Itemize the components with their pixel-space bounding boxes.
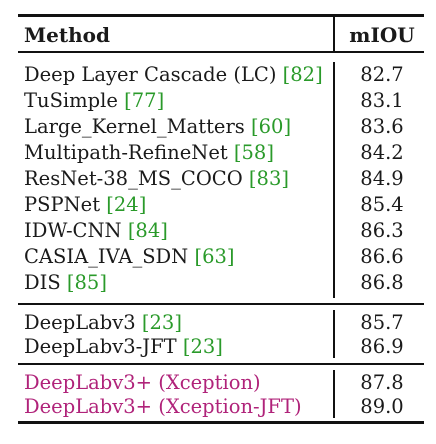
method-cell-highlight: DeepLabv3+ (Xception-JFT) (24, 395, 302, 418)
column-divider-group-3 (333, 370, 335, 418)
citation-link[interactable]: [58] (233, 141, 274, 164)
citation-link[interactable]: [23] (141, 311, 182, 334)
table-row: PSPNet [24] 85.4 (18, 194, 424, 216)
table-row: DeepLabv3+ (Xception) 87.8 (18, 372, 424, 394)
method-cell: DIS [85] (24, 271, 107, 294)
method-cell: DeepLabv3 [23] (24, 311, 182, 334)
miou-cell: 85.7 (360, 311, 404, 334)
citation-link[interactable]: [82] (282, 63, 323, 86)
method-cell: Multipath-RefineNet [58] (24, 141, 274, 164)
method-cell: DeepLabv3-JFT [23] (24, 335, 223, 358)
bottom-rule (18, 421, 424, 424)
miou-cell: 84.9 (360, 167, 404, 190)
miou-cell: 86.8 (360, 271, 404, 294)
header-rule (18, 51, 424, 53)
citation-link[interactable]: [23] (182, 335, 223, 358)
citation-link[interactable]: [24] (106, 193, 147, 216)
method-cell: PSPNet [24] (24, 193, 147, 216)
method-cell: Deep Layer Cascade (LC) [82] (24, 63, 323, 86)
method-cell-highlight: DeepLabv3+ (Xception) (24, 371, 261, 394)
method-cell: TuSimple [77] (24, 89, 165, 112)
header-method: Method (24, 23, 110, 47)
citation-link[interactable]: [85] (66, 271, 107, 294)
table-row: Deep Layer Cascade (LC) [82] 82.7 (18, 64, 424, 86)
method-cell: Large_Kernel_Matters [60] (24, 115, 292, 138)
method-cell: ResNet-38_MS_COCO [83] (24, 167, 289, 190)
miou-cell: 83.1 (360, 89, 404, 112)
miou-cell: 83.6 (360, 115, 404, 138)
top-rule (18, 14, 424, 17)
table-row: DeepLabv3-JFT [23] 86.9 (18, 336, 424, 358)
miou-cell: 87.8 (360, 371, 404, 394)
table-row: DIS [85] 86.8 (18, 272, 424, 294)
method-cell: CASIA_IVA_SDN [63] (24, 245, 235, 268)
citation-link[interactable]: [63] (194, 245, 235, 268)
citation-link[interactable]: [83] (248, 167, 289, 190)
table-row: ResNet-38_MS_COCO [83] 84.9 (18, 168, 424, 190)
table-row: DeepLabv3 [23] 85.7 (18, 312, 424, 334)
column-divider-group-2 (333, 310, 335, 358)
table-row: Large_Kernel_Matters [60] 83.6 (18, 116, 424, 138)
column-divider-header (333, 17, 335, 51)
miou-cell: 86.3 (360, 219, 404, 242)
citation-link[interactable]: [77] (124, 89, 165, 112)
miou-cell: 84.2 (360, 141, 404, 164)
column-divider-group-1 (333, 62, 335, 298)
table-row: Multipath-RefineNet [58] 84.2 (18, 142, 424, 164)
citation-link[interactable]: [84] (127, 219, 168, 242)
miou-cell: 82.7 (360, 63, 404, 86)
table-row: CASIA_IVA_SDN [63] 86.6 (18, 246, 424, 268)
table-row: DeepLabv3+ (Xception-JFT) 89.0 (18, 396, 424, 418)
miou-cell: 85.4 (360, 193, 404, 216)
header-row: Method mIOU (18, 24, 424, 46)
group-rule (18, 363, 424, 365)
citation-link[interactable]: [60] (251, 115, 292, 138)
miou-cell: 89.0 (360, 395, 404, 418)
method-cell: IDW-CNN [84] (24, 219, 168, 242)
miou-cell: 86.9 (360, 335, 404, 358)
miou-cell: 86.6 (360, 245, 404, 268)
table-row: TuSimple [77] 83.1 (18, 90, 424, 112)
header-miou: mIOU (349, 23, 415, 47)
table-row: IDW-CNN [84] 86.3 (18, 220, 424, 242)
group-rule (18, 303, 424, 305)
